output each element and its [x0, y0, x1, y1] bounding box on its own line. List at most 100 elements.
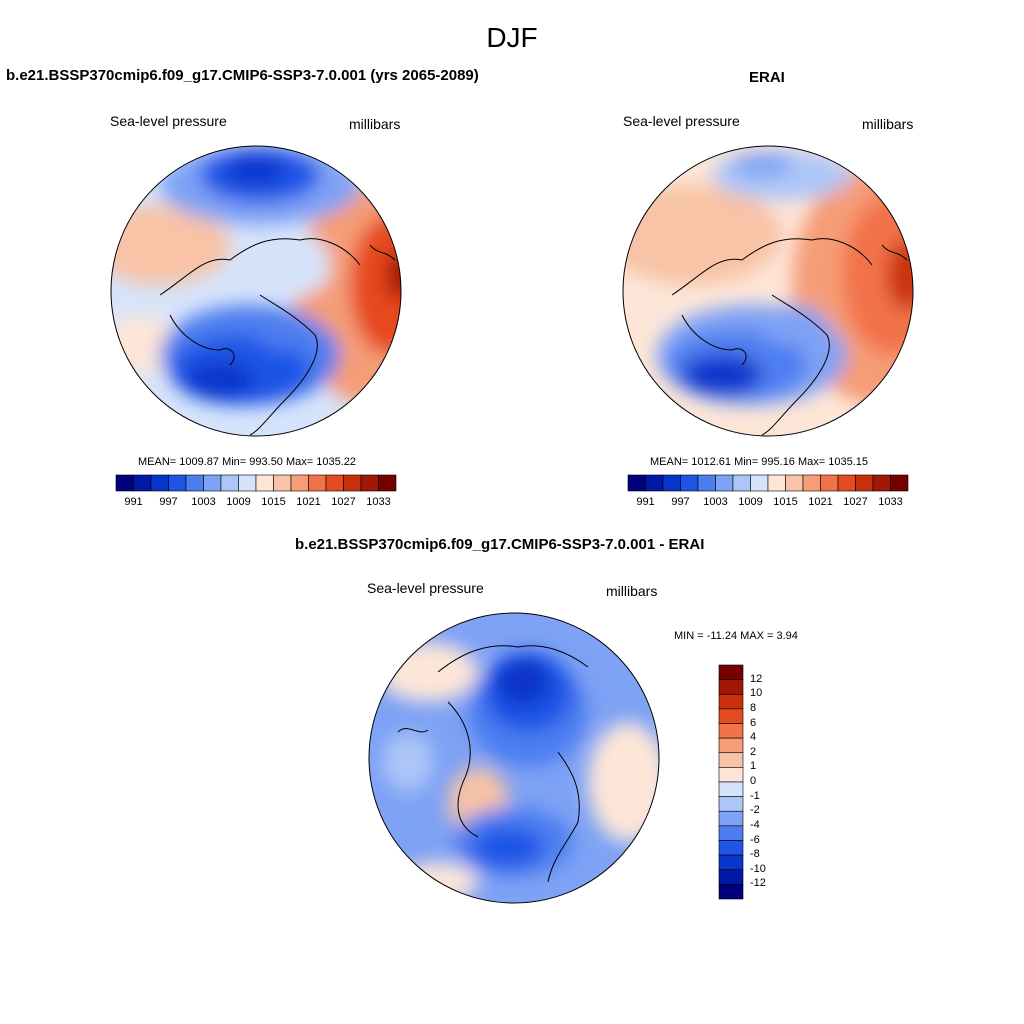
panel3-colorbar [718, 664, 744, 900]
panel1-colorbar [115, 474, 397, 492]
colorbar-swatch [325, 474, 344, 492]
colorbar-swatch [718, 767, 744, 783]
colorbar-tick-label: 1003 [703, 496, 728, 508]
colorbar-swatch [680, 474, 699, 492]
panel1-colorbar-labels: 991 997 1003 1009 1015 1021 1027 1033 [116, 496, 396, 510]
colorbar-swatch [360, 474, 379, 492]
colorbar-tick-label: 1027 [331, 496, 356, 508]
colorbar-swatch [238, 474, 257, 492]
colorbar-tick-label: 997 [159, 496, 178, 508]
colorbar-swatch [115, 474, 134, 492]
colorbar-tick-label: 1021 [296, 496, 321, 508]
colorbar-swatch [718, 810, 744, 827]
colorbar-swatch [855, 474, 874, 492]
colorbar-swatch [890, 474, 909, 492]
colorbar-swatch [378, 474, 397, 492]
colorbar-swatch [767, 474, 786, 492]
colorbar-tick-label: -6 [750, 833, 760, 846]
panel2-colorbar [627, 474, 909, 492]
colorbar-tick-label: 1015 [773, 496, 798, 508]
colorbar-tick-label: 1027 [843, 496, 868, 508]
colorbar-swatch [718, 708, 744, 724]
colorbar-swatch [715, 474, 734, 492]
colorbar-swatch [273, 474, 292, 492]
panel2-units: millibars [862, 116, 914, 132]
colorbar-tick-label: -10 [750, 862, 766, 875]
colorbar-swatch [837, 474, 856, 492]
colorbar-swatch [872, 474, 891, 492]
colorbar-tick-label: -8 [750, 848, 760, 861]
colorbar-tick-label: 6 [750, 716, 757, 729]
panel1-stats: MEAN= 1009.87 Min= 993.50 Max= 1035.22 [138, 456, 357, 468]
colorbar-tick-label: 0 [750, 775, 757, 787]
colorbar-swatch [220, 474, 239, 492]
colorbar-tick-label: 1009 [738, 496, 763, 508]
colorbar-tick-label: 1015 [261, 496, 286, 508]
colorbar-swatch [718, 781, 744, 797]
colorbar-swatch [133, 474, 152, 492]
colorbar-swatch [185, 474, 204, 492]
colorbar-tick-label: 1 [750, 760, 757, 773]
colorbar-tick-label: 997 [671, 496, 690, 508]
colorbar-swatch [343, 474, 362, 492]
colorbar-swatch [750, 474, 769, 492]
colorbar-tick-label: 1003 [191, 496, 216, 508]
colorbar-swatch [290, 474, 309, 492]
colorbar-tick-label: 991 [636, 496, 655, 508]
colorbar-tick-label: 1033 [366, 496, 391, 508]
colorbar-tick-label: -12 [750, 877, 766, 890]
colorbar-swatch [785, 474, 804, 492]
colorbar-swatch [718, 752, 744, 768]
colorbar-tick-label: 991 [124, 496, 143, 508]
colorbar-swatch [732, 474, 751, 492]
colorbar-swatch [697, 474, 716, 492]
panel3-map [368, 612, 660, 904]
panel2-variable: Sea-level pressure [623, 113, 740, 129]
colorbar-swatch [203, 474, 222, 492]
panel2-map [622, 145, 914, 437]
colorbar-tick-label: -2 [750, 804, 760, 817]
colorbar-tick-label: 12 [750, 672, 763, 685]
colorbar-tick-label: 4 [750, 731, 757, 744]
colorbar-tick-label: -1 [750, 789, 760, 802]
panel1-units: millibars [349, 116, 401, 132]
colorbar-tick-label: 10 [750, 687, 763, 700]
panel3-colorbar-labels: 12 10 8 6 4 2 1 0 -1 -2 -4 -6 -8 -10 -12 [750, 665, 790, 899]
colorbar-swatch [718, 679, 744, 695]
panel3-stats: MIN = -11.24 MAX = 3.94 [674, 630, 798, 642]
colorbar-swatch [820, 474, 839, 492]
panel1-map [110, 145, 402, 437]
colorbar-swatch [168, 474, 187, 492]
panel2-stats: MEAN= 1012.61 Min= 995.16 Max= 1035.15 [650, 456, 869, 468]
colorbar-swatch [662, 474, 681, 492]
colorbar-tick-label: -4 [750, 818, 760, 831]
colorbar-swatch [718, 825, 744, 841]
colorbar-swatch [718, 723, 744, 739]
colorbar-tick-label: 1021 [808, 496, 833, 508]
colorbar-swatch [718, 854, 744, 871]
colorbar-swatch [645, 474, 664, 492]
panel1-variable: Sea-level pressure [110, 113, 227, 129]
panel3-title: b.e21.BSSP370cmip6.f09_g17.CMIP6-SSP3-7.… [295, 536, 705, 553]
colorbar-swatch [150, 474, 169, 492]
colorbar-swatch [255, 474, 274, 492]
colorbar-swatch [718, 693, 744, 710]
colorbar-tick-label: 1009 [226, 496, 251, 508]
colorbar-swatch [718, 737, 744, 754]
colorbar-tick-label: 2 [750, 745, 757, 758]
panel2-colorbar-labels: 991 997 1003 1009 1015 1021 1027 1033 [628, 496, 908, 510]
panel3-units: millibars [606, 583, 658, 599]
colorbar-swatch [627, 474, 646, 492]
colorbar-swatch [718, 664, 744, 680]
colorbar-swatch [308, 474, 327, 492]
colorbar-swatch [718, 884, 744, 900]
colorbar-swatch [802, 474, 821, 492]
panel1-title: b.e21.BSSP370cmip6.f09_g17.CMIP6-SSP3-7.… [6, 67, 479, 84]
figure-title: DJF [486, 22, 538, 53]
colorbar-swatch [718, 796, 744, 812]
panel3-variable: Sea-level pressure [367, 580, 484, 596]
colorbar-swatch [718, 869, 744, 885]
panel2-title: ERAI [749, 69, 785, 86]
colorbar-swatch [718, 840, 744, 856]
colorbar-tick-label: 8 [750, 701, 757, 714]
